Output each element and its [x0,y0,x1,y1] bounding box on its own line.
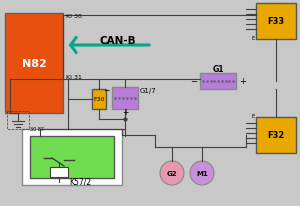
Text: −: − [103,86,110,95]
Text: E: E [252,114,255,118]
Bar [50,167,68,177]
Bar [112,88,138,109]
Text: 30 87: 30 87 [30,127,44,132]
Bar [5,14,63,114]
Bar [30,136,114,178]
Text: CAN-B: CAN-B [100,36,136,46]
Text: M1: M1 [196,170,208,176]
Circle shape [190,161,214,185]
Text: F30: F30 [93,97,105,102]
Bar [22,129,122,185]
Text: KI 30: KI 30 [66,13,82,18]
Text: G2: G2 [167,170,177,176]
Bar [200,74,236,90]
Text: +: + [239,77,246,86]
Text: G1/7: G1/7 [140,88,157,94]
Bar [7,111,29,129]
Circle shape [160,161,184,185]
Bar [92,90,106,109]
Bar [256,117,296,153]
Text: −: − [190,77,197,86]
Text: K57/2: K57/2 [69,177,91,186]
Text: G1: G1 [212,65,224,74]
Text: +: + [122,108,128,117]
Text: E: E [252,36,255,41]
Bar [256,4,296,40]
Text: F32: F32 [267,131,285,140]
Text: N82: N82 [22,59,46,69]
Text: F33: F33 [267,18,285,26]
Text: KI 31: KI 31 [66,75,82,80]
